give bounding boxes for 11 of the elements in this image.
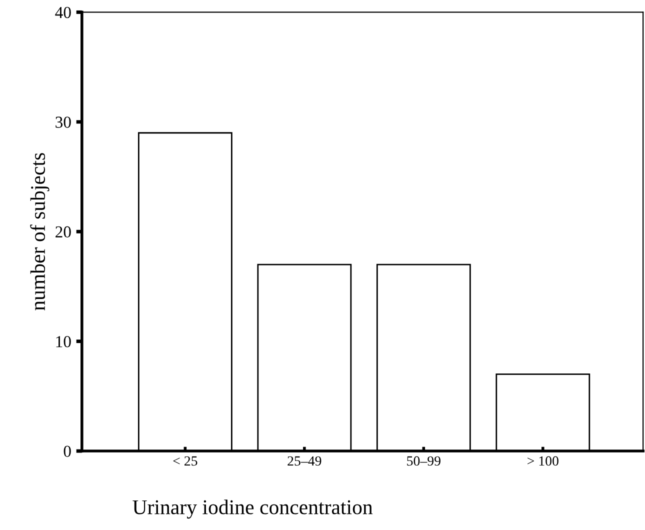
y-tick-label: 20 [56, 226, 71, 238]
y-tick-label: 10 [56, 336, 71, 348]
y-axis-title: number of subjects [30, 153, 50, 310]
x-tick-label: < 25 [173, 456, 198, 466]
x-tick-label: 50–99 [407, 456, 440, 466]
x-axis-title: Urinary iodine concentration [132, 500, 373, 519]
y-tick-label: 40 [55, 6, 71, 18]
x-tick-label: > 100 [528, 456, 558, 466]
y-tick-label: 30 [56, 116, 71, 128]
x-tick-label: 25–49 [288, 456, 322, 466]
y-tick-label: 0 [64, 446, 71, 457]
